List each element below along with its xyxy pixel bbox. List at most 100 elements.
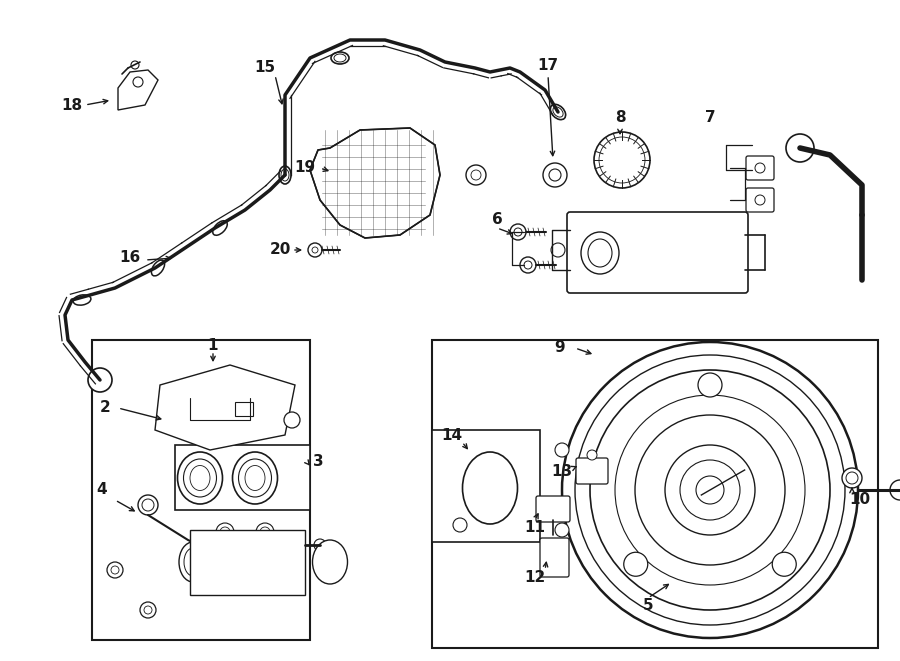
Circle shape xyxy=(133,77,143,87)
Circle shape xyxy=(284,412,300,428)
Circle shape xyxy=(786,134,814,162)
Text: 6: 6 xyxy=(491,212,502,227)
Circle shape xyxy=(594,132,650,188)
Circle shape xyxy=(314,539,326,551)
Ellipse shape xyxy=(551,104,565,120)
Ellipse shape xyxy=(179,542,207,582)
Circle shape xyxy=(260,527,270,537)
Circle shape xyxy=(520,257,536,273)
Ellipse shape xyxy=(177,452,222,504)
Circle shape xyxy=(252,550,272,570)
Circle shape xyxy=(524,261,532,269)
Circle shape xyxy=(755,195,765,205)
Text: 16: 16 xyxy=(120,251,140,266)
Polygon shape xyxy=(310,128,440,238)
Circle shape xyxy=(772,552,796,576)
Circle shape xyxy=(549,169,561,181)
Circle shape xyxy=(131,61,139,69)
Circle shape xyxy=(107,562,123,578)
Circle shape xyxy=(755,163,765,173)
Circle shape xyxy=(466,165,486,185)
Circle shape xyxy=(615,395,805,585)
Circle shape xyxy=(453,518,467,532)
Ellipse shape xyxy=(232,452,277,504)
Circle shape xyxy=(510,224,526,240)
Circle shape xyxy=(216,523,234,541)
Text: 13: 13 xyxy=(552,465,572,479)
Text: 3: 3 xyxy=(312,455,323,469)
Circle shape xyxy=(590,370,830,610)
Circle shape xyxy=(256,523,274,541)
Ellipse shape xyxy=(588,239,612,267)
Circle shape xyxy=(624,552,648,576)
Circle shape xyxy=(842,468,862,488)
FancyBboxPatch shape xyxy=(540,538,569,577)
Text: 2: 2 xyxy=(100,401,111,416)
Circle shape xyxy=(665,445,755,535)
Circle shape xyxy=(220,527,230,537)
Text: 8: 8 xyxy=(615,110,626,126)
Circle shape xyxy=(599,137,645,183)
Polygon shape xyxy=(155,365,295,450)
Circle shape xyxy=(698,373,722,397)
Circle shape xyxy=(890,480,900,500)
Polygon shape xyxy=(190,530,305,595)
FancyBboxPatch shape xyxy=(536,496,570,522)
FancyBboxPatch shape xyxy=(746,156,774,180)
Circle shape xyxy=(140,602,156,618)
Text: 9: 9 xyxy=(554,340,565,356)
Text: 20: 20 xyxy=(269,243,291,258)
Ellipse shape xyxy=(279,166,291,184)
Circle shape xyxy=(220,555,240,575)
Circle shape xyxy=(696,476,724,504)
Circle shape xyxy=(142,499,154,511)
Ellipse shape xyxy=(151,260,165,276)
Ellipse shape xyxy=(238,459,272,497)
Circle shape xyxy=(555,443,569,457)
Ellipse shape xyxy=(212,221,228,235)
Ellipse shape xyxy=(245,465,265,490)
Circle shape xyxy=(138,495,158,515)
Text: 17: 17 xyxy=(537,58,559,73)
Ellipse shape xyxy=(553,107,563,117)
Text: 15: 15 xyxy=(255,61,275,75)
Circle shape xyxy=(543,163,567,187)
Circle shape xyxy=(111,566,119,574)
Bar xyxy=(432,430,540,542)
Text: 19: 19 xyxy=(294,161,316,176)
Text: 14: 14 xyxy=(441,428,463,442)
Ellipse shape xyxy=(190,465,210,490)
Text: 18: 18 xyxy=(61,98,83,112)
Ellipse shape xyxy=(281,169,289,181)
Polygon shape xyxy=(118,70,158,110)
Text: 5: 5 xyxy=(643,598,653,613)
Circle shape xyxy=(514,228,522,236)
FancyBboxPatch shape xyxy=(576,458,608,484)
Ellipse shape xyxy=(184,548,202,576)
Circle shape xyxy=(308,243,322,257)
Ellipse shape xyxy=(334,54,346,62)
Bar xyxy=(92,340,310,640)
Ellipse shape xyxy=(331,52,349,64)
Circle shape xyxy=(555,523,569,537)
Circle shape xyxy=(144,606,152,614)
Text: 7: 7 xyxy=(705,110,716,126)
Bar xyxy=(432,340,878,648)
Text: 4: 4 xyxy=(96,483,107,498)
Bar xyxy=(235,402,253,416)
Circle shape xyxy=(575,355,845,625)
Circle shape xyxy=(680,460,740,520)
FancyBboxPatch shape xyxy=(746,188,774,212)
Circle shape xyxy=(587,450,597,460)
Circle shape xyxy=(635,415,785,565)
Ellipse shape xyxy=(581,232,619,274)
Ellipse shape xyxy=(312,540,347,584)
Bar xyxy=(175,445,310,510)
Circle shape xyxy=(562,342,858,638)
Text: 11: 11 xyxy=(525,520,545,535)
Circle shape xyxy=(471,170,481,180)
Text: 10: 10 xyxy=(850,492,870,508)
Ellipse shape xyxy=(73,295,91,305)
Circle shape xyxy=(312,247,318,253)
Circle shape xyxy=(88,368,112,392)
